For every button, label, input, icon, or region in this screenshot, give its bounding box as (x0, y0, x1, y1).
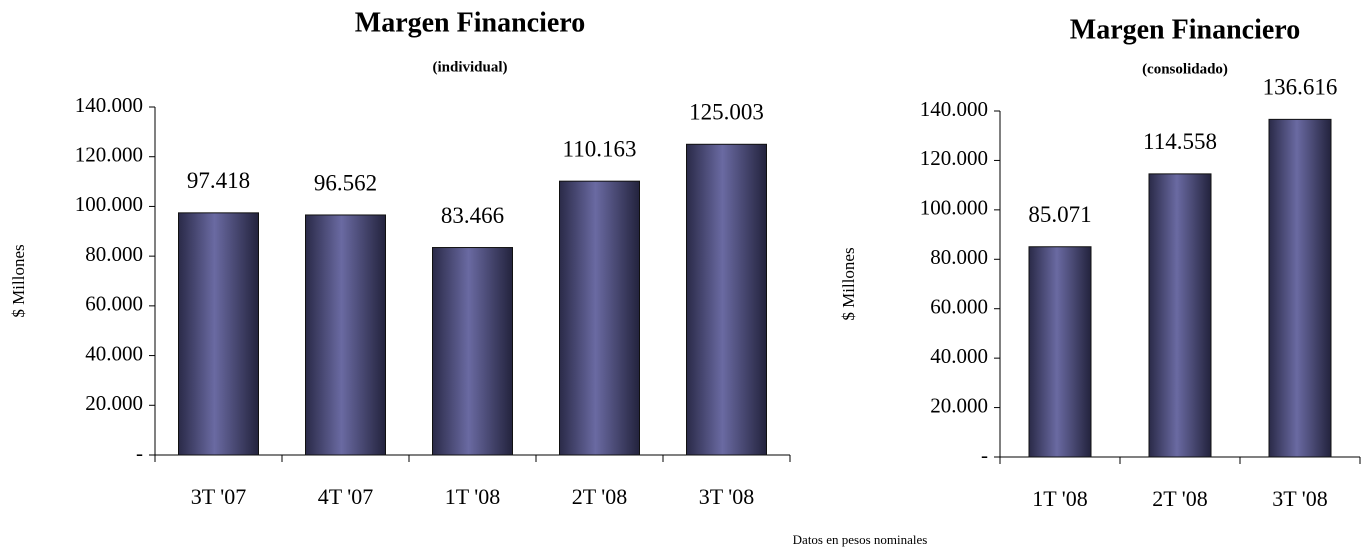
y-tick-label: 120.000 (920, 146, 988, 170)
x-tick-label: 3T '07 (191, 484, 247, 509)
value-label: 96.562 (314, 170, 377, 195)
x-tick-label: 3T '08 (699, 484, 755, 509)
y-tick-label: 40.000 (930, 344, 988, 368)
y-tick-label: 100.000 (920, 196, 988, 220)
y-tick-label: 20.000 (85, 391, 143, 415)
value-label: 114.558 (1143, 129, 1217, 154)
chart-title: Margen Financiero (1070, 14, 1300, 45)
value-label: 136.616 (1263, 75, 1338, 100)
y-tick-label: 140.000 (75, 93, 143, 117)
chart-title: Margen Financiero (355, 7, 585, 38)
value-label: 83.466 (441, 203, 504, 228)
value-label: 110.163 (563, 136, 637, 161)
value-label: 85.071 (1028, 202, 1091, 227)
y-tick-label: 60.000 (930, 295, 988, 319)
footer: Datos en pesos nominales (793, 532, 928, 547)
y-tick-label: - (981, 443, 988, 467)
y-tick-label: 80.000 (85, 242, 143, 266)
x-tick-label: 1T '08 (445, 484, 501, 509)
y-tick-label: 60.000 (85, 292, 143, 316)
bar (432, 247, 513, 456)
x-tick-label: 2T '08 (1152, 486, 1208, 511)
x-tick-label: 1T '08 (1032, 486, 1088, 511)
y-axis-label: $ Millones (9, 244, 28, 317)
bar (178, 212, 259, 456)
x-tick-label: 3T '08 (1272, 486, 1328, 511)
bar (559, 180, 640, 456)
chart-subtitle: (consolidado) (1142, 61, 1228, 77)
x-tick-label: 2T '08 (572, 484, 628, 509)
y-tick-label: 40.000 (85, 341, 143, 365)
value-label: 97.418 (187, 168, 250, 193)
x-tick-label: 4T '07 (318, 484, 374, 509)
y-axis-label: $ Millones (839, 247, 858, 320)
bar (1148, 173, 1212, 458)
value-label: 125.003 (689, 100, 764, 125)
bar (686, 143, 767, 456)
chart-subtitle: (individual) (432, 59, 507, 75)
y-tick-label: 140.000 (920, 97, 988, 121)
y-tick-label: 80.000 (930, 245, 988, 269)
bar (1028, 246, 1092, 458)
bar (1268, 118, 1332, 458)
bar (305, 214, 386, 456)
y-tick-label: - (136, 441, 143, 465)
y-tick-label: 20.000 (930, 393, 988, 417)
y-tick-label: 120.000 (75, 143, 143, 167)
y-tick-label: 100.000 (75, 192, 143, 216)
